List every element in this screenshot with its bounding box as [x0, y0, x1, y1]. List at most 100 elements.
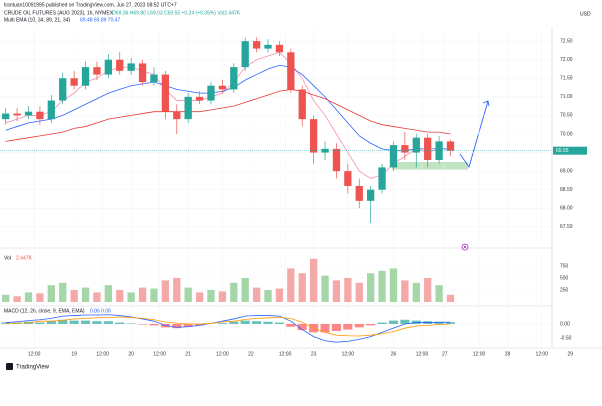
- macd-histogram-bar: [172, 323, 182, 329]
- volume-bar: [355, 282, 363, 302]
- macd-histogram-bar: [343, 323, 353, 330]
- x-tick-label: 12:00: [342, 351, 355, 357]
- candle-body: [309, 119, 318, 153]
- candle-body: [275, 44, 284, 53]
- y-tick-label: 71.50: [560, 76, 573, 82]
- publish-note: trantuan10091995 published on TradingVie…: [4, 2, 177, 8]
- volume-bar: [161, 280, 170, 302]
- volume-bar: [70, 290, 78, 302]
- macd-histogram-bar: [115, 322, 125, 324]
- volume-bar: [104, 285, 112, 302]
- macd-histogram-bar: [46, 321, 56, 324]
- indicator-values: 69.48 69.89 70.47: [80, 17, 121, 23]
- candle-body: [241, 41, 249, 68]
- y-tick-label: 70.00: [560, 131, 573, 137]
- volume-bar: [150, 288, 158, 302]
- candle-body: [321, 148, 329, 153]
- ema-line: [5, 51, 451, 179]
- macd-histogram-bar: [229, 321, 239, 324]
- macd-histogram-bar: [263, 321, 273, 324]
- volume-bar: [332, 280, 341, 302]
- candle-body: [287, 52, 295, 90]
- candle-body: [70, 78, 78, 86]
- x-tick-label: 12:00: [96, 351, 109, 357]
- volume-bar: [138, 287, 147, 302]
- y-tick-label: 69.00: [560, 168, 573, 174]
- candle-body: [230, 67, 238, 90]
- volume-bar: [218, 291, 227, 302]
- volume-bar: [389, 268, 398, 302]
- macd-histogram-bar: [80, 320, 91, 324]
- y-tick-label: -0.50: [560, 335, 572, 341]
- volume-bar: [309, 258, 318, 302]
- x-tick-label: 12:00: [535, 351, 548, 357]
- y-tick-label: 68.50: [560, 187, 573, 193]
- candle-body: [264, 44, 272, 49]
- volume-bar: [230, 282, 238, 302]
- volume-bar: [344, 278, 352, 302]
- candle-body: [116, 59, 124, 71]
- macd-line: [5, 316, 451, 337]
- volume-bar: [378, 270, 386, 302]
- macd-histogram-bar: [149, 323, 159, 326]
- macd-histogram-bar: [388, 320, 399, 324]
- macd-histogram-bar: [297, 323, 307, 331]
- candle-body: [184, 96, 192, 120]
- projection-arrow: [459, 100, 489, 169]
- volume-bar: [24, 292, 33, 302]
- volume-bar: [2, 294, 10, 302]
- x-tick-label: 12:00: [279, 351, 292, 357]
- footer-brand: TradingView: [16, 365, 50, 371]
- macd-histogram-bar: [274, 322, 284, 324]
- candle-body: [412, 137, 420, 153]
- macd-histogram-bar: [240, 320, 250, 324]
- logo-mark: [6, 363, 13, 370]
- x-tick-label: 12:00: [416, 351, 429, 357]
- volume-bar: [275, 288, 284, 302]
- macd-histogram-bar: [445, 322, 456, 324]
- volume-bar: [127, 292, 135, 302]
- y-tick-label: 71.00: [560, 94, 573, 100]
- y-tick-label: 72.00: [560, 57, 573, 63]
- ema-line: [5, 64, 451, 152]
- macd-histogram-bar: [195, 323, 205, 326]
- macd-histogram-bar: [434, 321, 444, 324]
- macd-title: MACD (12, 26, close, 9, EMA, EMA): [4, 308, 85, 314]
- candle-body: [161, 74, 170, 112]
- ohlc-values: O69.36 H69.80 L69.03 C69.55 +0.24 (+0.35…: [112, 10, 241, 16]
- candle-body: [355, 185, 363, 201]
- volume-bar: [367, 273, 375, 302]
- candle-body: [424, 137, 432, 160]
- volume-bar: [435, 285, 443, 302]
- macd-values: 0.06 0.06: [90, 308, 111, 314]
- candle-body: [81, 67, 90, 86]
- candle-body: [332, 148, 341, 172]
- volume-bar: [116, 290, 124, 302]
- candle-body: [36, 111, 44, 120]
- candle-body: [47, 100, 55, 120]
- symbol-title: CRUDE OIL FUTURES (AUG 2023), 1h, NYMEX: [4, 10, 114, 16]
- volume-bar: [195, 292, 204, 302]
- x-tick-label: 19: [71, 351, 77, 357]
- x-tick-label: 22: [248, 351, 254, 357]
- macd-histogram-bar: [377, 322, 387, 324]
- volume-bar: [93, 292, 101, 302]
- currency: USD: [580, 11, 591, 17]
- macd-histogram-bar: [320, 323, 330, 333]
- candle-body: [59, 78, 67, 101]
- volume-bar: [59, 282, 67, 302]
- candle-body: [2, 113, 10, 120]
- volume-bar: [446, 294, 455, 302]
- last-price-tag: [553, 146, 587, 155]
- arrow-head: [482, 100, 490, 107]
- macd-histogram-bar: [69, 320, 79, 324]
- event-icon[interactable]: [461, 243, 469, 251]
- volume-bar: [81, 287, 90, 302]
- candle-body: [344, 171, 352, 186]
- x-tick-label: 26: [391, 351, 397, 357]
- macd-histogram-bar: [217, 323, 227, 324]
- candle-body: [93, 67, 101, 75]
- x-tick-label: 23: [311, 351, 317, 357]
- volume-bar: [252, 287, 261, 302]
